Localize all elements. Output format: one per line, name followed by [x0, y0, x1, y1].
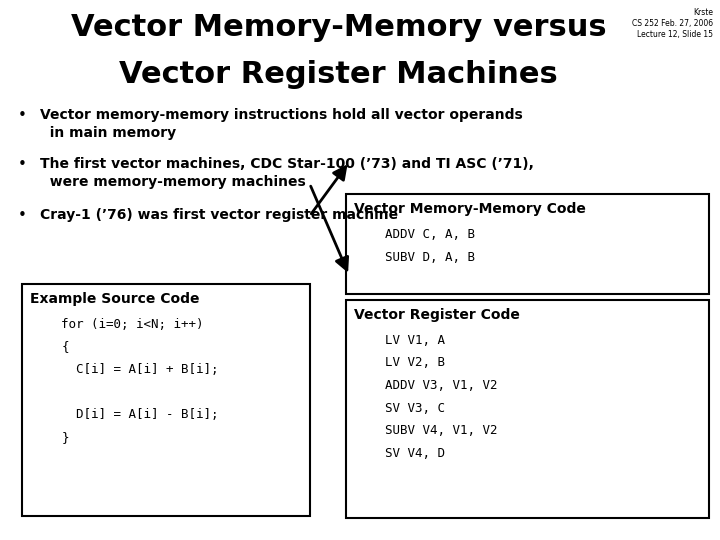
- Text: for (i=0; i<N; i++): for (i=0; i<N; i++): [61, 318, 204, 330]
- Text: SV V3, C: SV V3, C: [385, 402, 445, 415]
- Text: ADDV C, A, B: ADDV C, A, B: [385, 228, 475, 241]
- Text: {: {: [61, 340, 68, 353]
- Text: SV V4, D: SV V4, D: [385, 447, 445, 460]
- Text: SUBV D, A, B: SUBV D, A, B: [385, 251, 475, 264]
- Text: Krste
CS 252 Feb. 27, 2006
Lecture 12, Slide 15: Krste CS 252 Feb. 27, 2006 Lecture 12, S…: [631, 8, 713, 39]
- Text: Vector Memory-Memory versus: Vector Memory-Memory versus: [71, 14, 606, 43]
- Text: •: •: [18, 157, 27, 172]
- Text: LV V2, B: LV V2, B: [385, 356, 445, 369]
- Bar: [346, 194, 709, 294]
- Text: Cray-1 (’76) was first vector register machine: Cray-1 (’76) was first vector register m…: [40, 208, 397, 222]
- Bar: [346, 300, 709, 518]
- Text: SUBV V4, V1, V2: SUBV V4, V1, V2: [385, 424, 498, 437]
- Text: Vector memory-memory instructions hold all vector operands
  in main memory: Vector memory-memory instructions hold a…: [40, 108, 522, 140]
- Text: Vector Register Machines: Vector Register Machines: [119, 60, 558, 90]
- Text: D[i] = A[i] - B[i];: D[i] = A[i] - B[i];: [61, 408, 219, 421]
- Text: Vector Memory-Memory Code: Vector Memory-Memory Code: [354, 202, 586, 217]
- Text: Vector Register Code: Vector Register Code: [354, 308, 520, 322]
- Text: ADDV V3, V1, V2: ADDV V3, V1, V2: [385, 379, 498, 392]
- Text: Example Source Code: Example Source Code: [30, 292, 199, 306]
- Text: LV V1, A: LV V1, A: [385, 334, 445, 347]
- Text: •: •: [18, 108, 27, 123]
- Bar: [22, 284, 310, 516]
- Text: }: }: [61, 431, 68, 444]
- Text: The first vector machines, CDC Star-100 (’73) and TI ASC (’71),
  were memory-me: The first vector machines, CDC Star-100 …: [40, 157, 534, 189]
- Text: •: •: [18, 208, 27, 223]
- Text: C[i] = A[i] + B[i];: C[i] = A[i] + B[i];: [61, 363, 219, 376]
